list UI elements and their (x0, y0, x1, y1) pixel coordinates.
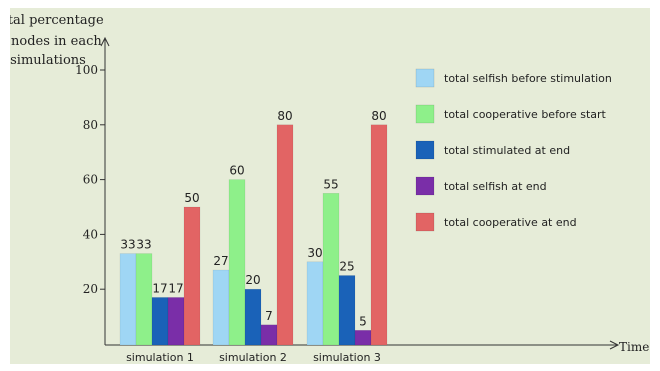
bar (260, 324, 278, 346)
legend-label: total cooperative before start (444, 108, 607, 121)
category-label: simulation 2 (219, 351, 287, 364)
category-label: simulation 1 (126, 351, 194, 364)
legend-label: total cooperative at end (444, 216, 577, 229)
legend-swatch (415, 176, 435, 196)
legend-label: total selfish before stimulation (444, 72, 612, 85)
y-tick-label: 20 (83, 282, 98, 296)
x-axis-arrow (609, 340, 620, 350)
bar (151, 297, 169, 346)
data-label: 50 (184, 191, 199, 205)
bar (338, 275, 356, 346)
y-axis-label: Total percentage of nodes in each simula… (10, 13, 104, 68)
data-label: 33 (120, 238, 135, 252)
bar (276, 124, 294, 346)
data-label: 27 (213, 254, 228, 268)
legend-swatch (415, 140, 435, 160)
data-labels: 33 33 17 17 50 27 60 20 7 80 30 55 25 5 80 (120, 109, 386, 328)
category-labels: simulation 1 simulation 2 simulation 3 (126, 351, 381, 364)
legend: total selfish before stimulation total co… (415, 68, 612, 232)
x-axis-label: Time (619, 340, 649, 354)
y-tick-label: 60 (83, 173, 98, 187)
legend-swatch (415, 68, 435, 88)
data-label: 17 (152, 281, 167, 295)
y-axis-label-line: of nodes in each (10, 34, 102, 49)
bar (119, 253, 137, 346)
bar (354, 330, 372, 346)
data-label: 33 (136, 238, 151, 252)
data-label: 80 (277, 109, 292, 123)
data-label: 17 (168, 281, 183, 295)
y-axis-label-line: Total percentage (10, 13, 104, 28)
bar (306, 261, 324, 346)
legend-label: total stimulated at end (444, 144, 570, 157)
data-label: 7 (265, 309, 273, 323)
bars (119, 124, 388, 346)
data-label: 30 (307, 246, 322, 260)
data-label: 25 (339, 260, 354, 274)
y-tick-label: 40 (83, 227, 98, 241)
bar (135, 253, 153, 346)
chart-area: Total percentage of nodes in each simula… (10, 8, 650, 364)
legend-swatch (415, 104, 435, 124)
legend-swatch (415, 212, 435, 232)
bar (370, 124, 388, 346)
bar (228, 179, 246, 346)
bar-chart: Total percentage of nodes in each simula… (10, 13, 649, 364)
bar (322, 193, 340, 346)
y-axis-label-line: simulations (10, 53, 86, 68)
data-label: 60 (229, 164, 244, 178)
bar (183, 206, 201, 346)
bar (167, 297, 185, 346)
y-ticks: 20 40 60 80 100 (75, 63, 105, 296)
data-label: 80 (371, 109, 386, 123)
data-label: 5 (359, 314, 367, 328)
data-label: 20 (245, 273, 260, 287)
bar (212, 269, 230, 346)
bar (244, 288, 262, 346)
legend-label: total selfish at end (444, 180, 547, 193)
y-tick-label: 80 (83, 118, 98, 132)
category-label: simulation 3 (313, 351, 381, 364)
data-label: 55 (323, 177, 338, 191)
y-axis-arrow (100, 36, 110, 47)
y-tick-label: 100 (75, 63, 98, 77)
